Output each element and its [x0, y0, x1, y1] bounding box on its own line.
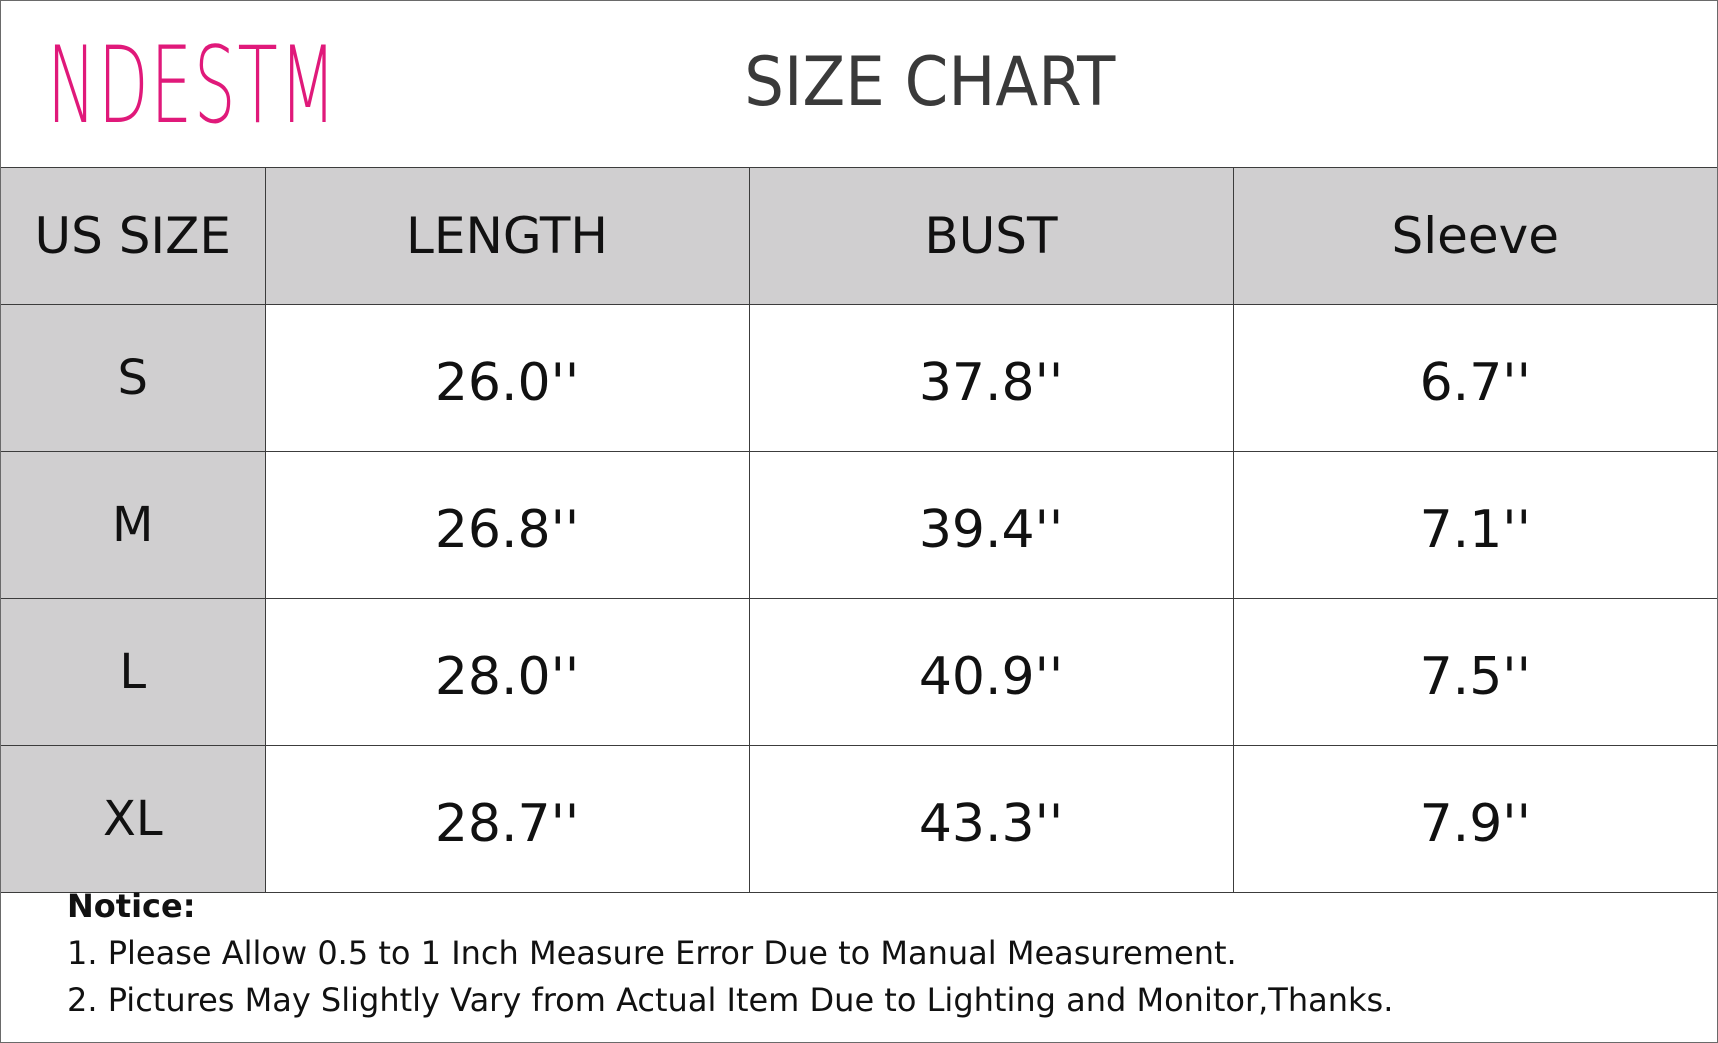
sleeve-cell: 7.1'' [1232, 451, 1717, 599]
sleeve-cell: 6.7'' [1232, 304, 1717, 452]
header: NDESTM SIZE CHART [1, 1, 1717, 167]
notice-section: Notice: 1. Please Allow 0.5 to 1 Inch Me… [67, 883, 1393, 1024]
table-row: XL 28.7'' 43.3'' 7.9'' [1, 745, 1717, 893]
brand-logo: NDESTM [47, 24, 339, 147]
column-header-bust: BUST [748, 167, 1234, 305]
column-header-length: LENGTH [264, 167, 750, 305]
sleeve-cell: 7.9'' [1232, 745, 1717, 893]
bust-cell: 37.8'' [748, 304, 1234, 452]
table-row: M 26.8'' 39.4'' 7.1'' [1, 451, 1717, 599]
length-cell: 28.7'' [264, 745, 750, 893]
size-cell: L [1, 598, 266, 746]
length-cell: 26.8'' [264, 451, 750, 599]
column-header-sleeve: Sleeve [1232, 167, 1717, 305]
table-header-row: US SIZE LENGTH BUST Sleeve [1, 167, 1717, 305]
notice-item: 2. Pictures May Slightly Vary from Actua… [67, 981, 1394, 1019]
table-row: L 28.0'' 40.9'' 7.5'' [1, 598, 1717, 746]
size-table: US SIZE LENGTH BUST Sleeve S 26.0'' 37.8… [1, 167, 1717, 893]
length-cell: 28.0'' [264, 598, 750, 746]
bust-cell: 39.4'' [748, 451, 1234, 599]
size-cell: XL [1, 745, 266, 893]
length-cell: 26.0'' [264, 304, 750, 452]
notice-title: Notice: [67, 887, 196, 925]
table-row: S 26.0'' 37.8'' 6.7'' [1, 304, 1717, 452]
notice-item: 1. Please Allow 0.5 to 1 Inch Measure Er… [67, 934, 1237, 972]
size-cell: M [1, 451, 266, 599]
column-header-us-size: US SIZE [1, 167, 266, 305]
sleeve-cell: 7.5'' [1232, 598, 1717, 746]
bust-cell: 40.9'' [748, 598, 1234, 746]
bust-cell: 43.3'' [748, 745, 1234, 893]
page-title: SIZE CHART [744, 43, 1116, 122]
size-cell: S [1, 304, 266, 452]
